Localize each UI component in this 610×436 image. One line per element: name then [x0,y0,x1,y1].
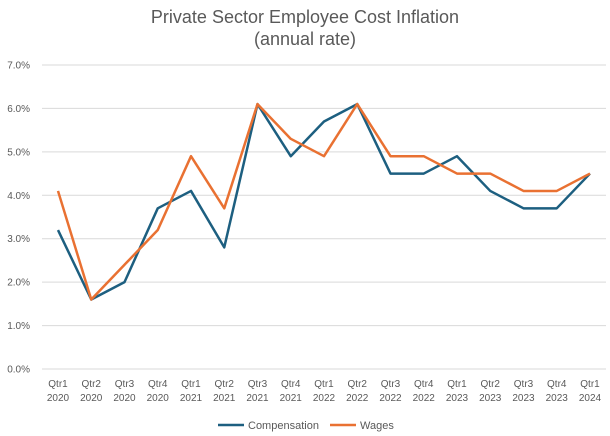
x-tick-label: Qtr3 [248,379,268,390]
x-tick-label: 2021 [180,393,203,404]
x-tick-label: 2022 [313,393,336,404]
x-tick-label: Qtr2 [82,379,102,390]
x-tick-label: 2023 [546,393,569,404]
x-tick-label: 2020 [113,393,136,404]
x-tick-label: 2022 [413,393,436,404]
x-tick-label: Qtr2 [481,379,501,390]
x-tick-label: 2023 [479,393,502,404]
legend-label: Compensation [248,420,319,432]
chart-title: Private Sector Employee Cost Inflation [151,7,459,27]
x-tick-label: Qtr4 [281,379,301,390]
x-tick-label: Qtr1 [181,379,201,390]
x-tick-label: Qtr1 [314,379,334,390]
x-tick-label: 2021 [246,393,269,404]
x-tick-label: 2023 [512,393,535,404]
y-tick-label: 7.0% [7,61,30,72]
series-line-compensation [56,102,591,301]
x-tick-label: 2024 [579,393,602,404]
y-tick-label: 2.0% [7,278,30,289]
x-tick-label: 2023 [446,393,469,404]
x-tick-label: 2020 [80,393,103,404]
x-tick-label: Qtr3 [514,379,534,390]
x-tick-label: Qtr4 [547,379,567,390]
y-tick-label: 6.0% [7,104,30,115]
x-tick-label: Qtr1 [580,379,600,390]
x-tick-label: Qtr1 [447,379,467,390]
x-tick-label: Qtr4 [414,379,434,390]
chart-subtitle: (annual rate) [254,29,356,49]
y-tick-label: 4.0% [7,191,30,202]
x-tick-label: 2022 [346,393,369,404]
x-tick-label: 2021 [213,393,236,404]
x-tick-label: 2021 [280,393,303,404]
y-tick-label: 0.0% [7,365,30,376]
x-tick-label: Qtr3 [115,379,135,390]
y-tick-label: 5.0% [7,147,30,158]
x-tick-label: 2022 [379,393,402,404]
x-tick-label: Qtr3 [381,379,401,390]
legend-label: Wages [360,420,394,432]
x-tick-label: 2020 [47,393,70,404]
x-tick-label: Qtr2 [215,379,235,390]
y-tick-label: 1.0% [7,321,30,332]
y-tick-label: 3.0% [7,234,30,245]
x-tick-label: Qtr4 [148,379,168,390]
x-tick-label: Qtr1 [48,379,68,390]
x-tick-label: Qtr2 [348,379,368,390]
x-tick-label: 2020 [147,393,170,404]
